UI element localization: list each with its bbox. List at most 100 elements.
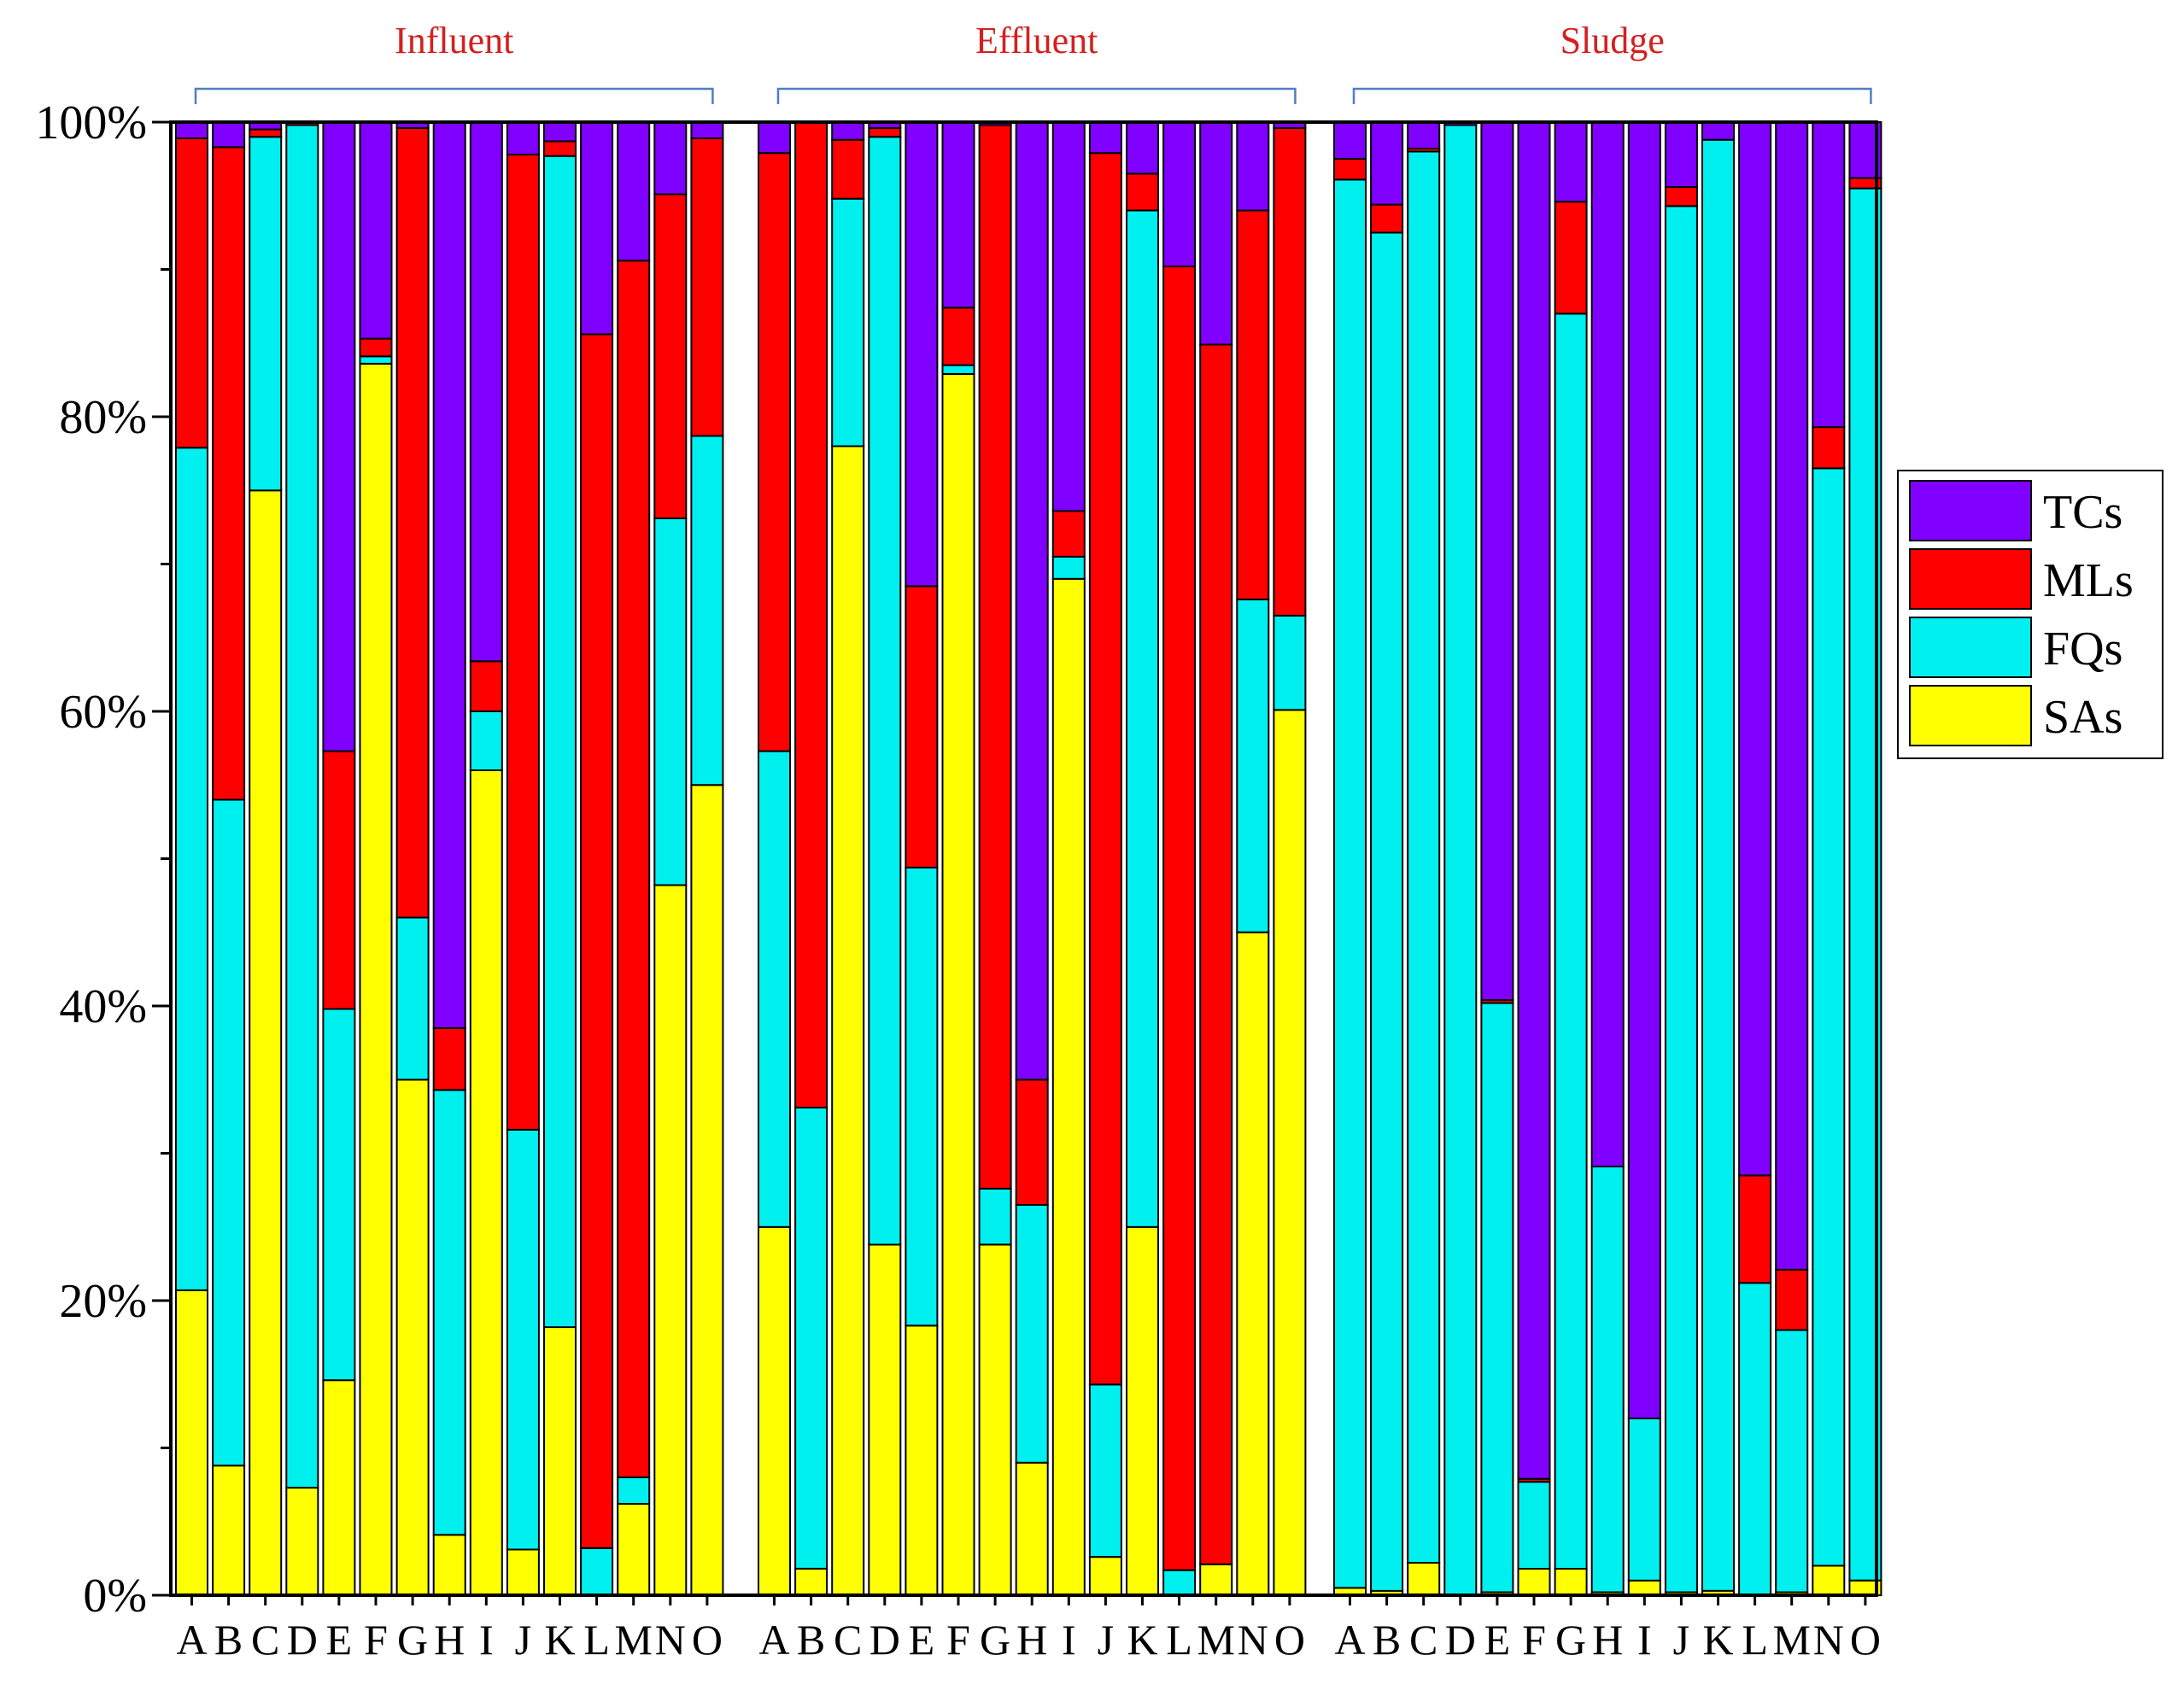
bar-influent-L-mls <box>580 333 614 1549</box>
bar-effluent-C-mls <box>831 138 865 200</box>
bar-effluent-A-tcs <box>758 121 791 155</box>
bar-effluent-J-sas <box>1088 1556 1122 1596</box>
x-tick-label-influent-G: G <box>397 1616 428 1664</box>
x-tick-label-influent-E: E <box>326 1616 353 1664</box>
bar-effluent-A-sas <box>758 1225 791 1597</box>
bar-influent-N-fqs <box>653 518 688 886</box>
bar-sludge-N-mls <box>1812 426 1846 470</box>
y-tick-label-40pct: 40% <box>59 980 147 1033</box>
bar-influent-O-tcs <box>690 121 724 139</box>
bar-sludge-G-sas <box>1554 1568 1588 1596</box>
bar-sludge-J-tcs <box>1664 121 1698 188</box>
x-tick-label-sludge-C: C <box>1409 1616 1437 1664</box>
bar-sludge-M-mls <box>1775 1268 1809 1331</box>
bar-effluent-D-fqs <box>868 136 902 1246</box>
bar-effluent-N-tcs <box>1236 121 1270 212</box>
bar-influent-I-sas <box>469 769 503 1596</box>
bar-sludge-N-tcs <box>1812 121 1846 429</box>
bar-influent-B-sas <box>212 1465 246 1596</box>
bar-sludge-E-fqs <box>1480 1002 1514 1594</box>
x-tick-label-influent-L: L <box>583 1616 610 1664</box>
x-tick-label-influent-K: K <box>544 1616 575 1664</box>
bar-sludge-A-fqs <box>1333 178 1367 1589</box>
bar-influent-F-sas <box>359 362 393 1596</box>
bar-sludge-M-tcs <box>1775 121 1809 1271</box>
x-tick-label-influent-N: N <box>655 1616 686 1664</box>
bar-influent-I-fqs <box>469 711 503 771</box>
bar-influent-A-mls <box>175 137 208 449</box>
bar-influent-D-fqs <box>285 124 319 1489</box>
bar-influent-O-fqs <box>690 435 724 787</box>
bar-influent-L-fqs <box>580 1547 614 1597</box>
bar-influent-G-mls <box>395 126 430 919</box>
bar-sludge-A-mls <box>1333 158 1367 181</box>
bar-influent-G-fqs <box>395 916 430 1081</box>
group-labels-layer: Influent Effluent Sludge <box>194 20 1872 104</box>
bar-effluent-D-sas <box>868 1243 902 1596</box>
bar-effluent-D-mls <box>868 126 902 138</box>
x-tick-label-effluent-L: L <box>1166 1616 1192 1664</box>
bar-influent-B-mls <box>212 146 246 801</box>
bar-influent-H-sas <box>432 1534 466 1597</box>
bar-sludge-G-fqs <box>1554 313 1588 1570</box>
bar-influent-C-fqs <box>249 136 283 492</box>
bar-effluent-K-mls <box>1126 173 1159 212</box>
bar-effluent-M-sas <box>1199 1563 1233 1597</box>
x-tick-label-influent-F: F <box>364 1616 388 1664</box>
legend-swatch-sas <box>1909 685 2032 746</box>
bar-influent-J-mls <box>506 153 540 1131</box>
bar-sludge-L-mls <box>1738 1174 1772 1284</box>
bar-effluent-N-mls <box>1236 209 1270 600</box>
bars-layer <box>175 121 1882 1597</box>
x-tick-label-sludge-N: N <box>1813 1616 1844 1664</box>
group-label-effluent: Effluent <box>975 20 1098 61</box>
bar-effluent-J-fqs <box>1088 1383 1122 1558</box>
bar-sludge-L-tcs <box>1738 121 1772 1177</box>
x-tick-label-sludge-D: D <box>1445 1616 1476 1664</box>
bar-effluent-I-tcs <box>1051 121 1086 512</box>
y-tick-label-80pct: 80% <box>59 391 147 444</box>
bar-effluent-I-fqs <box>1051 555 1086 580</box>
bar-sludge-I-sas <box>1627 1579 1661 1597</box>
bar-influent-L-tcs <box>580 121 614 336</box>
bar-influent-H-fqs <box>432 1089 466 1536</box>
bar-effluent-B-mls <box>794 121 829 1108</box>
bar-sludge-D-fqs <box>1443 124 1478 1596</box>
x-tick-label-influent-O: O <box>692 1616 723 1664</box>
bar-sludge-A-tcs <box>1333 121 1367 161</box>
bar-influent-C-sas <box>249 489 283 1597</box>
bar-effluent-J-mls <box>1088 152 1122 1386</box>
group-bracket-influent <box>194 87 714 104</box>
legend: TCs MLs FQs SAs <box>1897 470 2164 759</box>
bar-effluent-J-tcs <box>1088 121 1122 155</box>
bar-effluent-C-fqs <box>831 197 865 447</box>
legend-label-fqs: FQs <box>2043 623 2123 675</box>
group-label-sludge: Sludge <box>1560 20 1665 61</box>
bar-effluent-C-sas <box>831 445 865 1596</box>
bar-sludge-K-fqs <box>1701 138 1735 1592</box>
bar-effluent-L-fqs <box>1162 1569 1197 1596</box>
x-tick-label-effluent-E: E <box>909 1616 935 1664</box>
bar-influent-I-mls <box>469 660 503 712</box>
bar-influent-G-sas <box>395 1079 430 1597</box>
bar-sludge-H-tcs <box>1590 121 1625 1167</box>
bar-sludge-F-fqs <box>1517 1481 1551 1570</box>
bar-sludge-B-tcs <box>1370 121 1404 206</box>
x-tick-label-sludge-K: K <box>1702 1616 1733 1664</box>
bar-sludge-C-sas <box>1407 1562 1441 1596</box>
bar-influent-K-tcs <box>543 121 577 143</box>
x-tick-label-sludge-A: A <box>1334 1616 1365 1664</box>
bar-sludge-G-tcs <box>1554 121 1588 203</box>
bar-influent-J-sas <box>506 1548 540 1596</box>
bar-influent-K-sas <box>543 1326 577 1596</box>
legend-label-sas: SAs <box>2043 691 2123 744</box>
bar-effluent-C-tcs <box>831 121 865 141</box>
x-tick-label-effluent-B: B <box>797 1616 825 1664</box>
bar-effluent-M-tcs <box>1199 121 1233 346</box>
bar-influent-K-mls <box>543 140 577 157</box>
x-tick-label-effluent-C: C <box>834 1616 862 1664</box>
bar-sludge-J-fqs <box>1664 205 1698 1594</box>
